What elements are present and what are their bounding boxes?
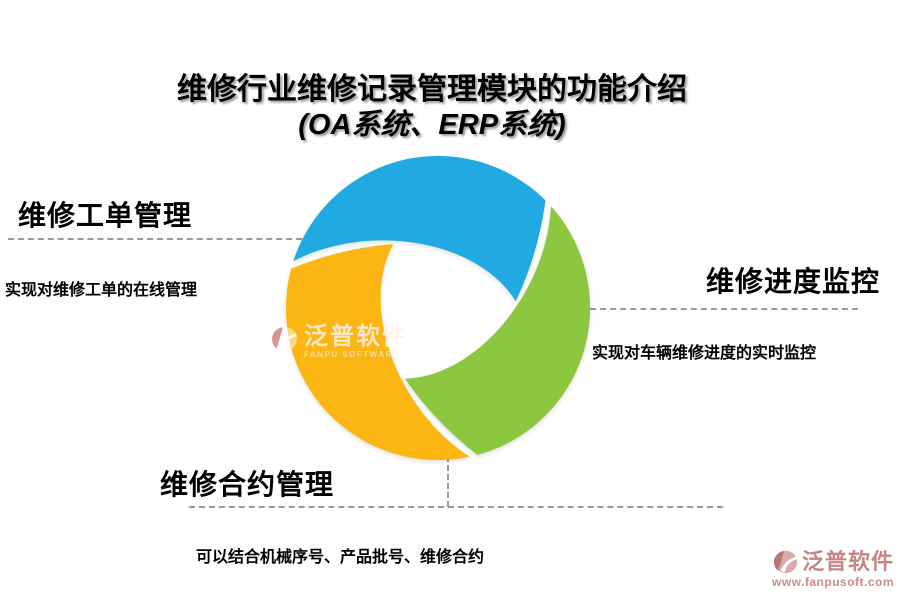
fanpu-brand-text: 泛普软件 <box>802 549 895 574</box>
footer-logo-row: 泛普软件 <box>772 548 897 576</box>
page-title-line2: (OA系统、ERP系统) <box>298 109 566 141</box>
center-watermark: 泛普软件 FANPU SOFTWARE <box>270 324 408 360</box>
center-watermark-brand: 泛普软件 <box>304 323 408 350</box>
description-progress: 实现对车辆维修进度的实时监控 <box>592 345 817 362</box>
connector-line-progress <box>590 308 858 310</box>
fanpu-logo-icon <box>272 327 297 351</box>
connector-line-contract-vertical <box>447 456 449 507</box>
footer-logo: 泛普软件 www.fanpusoft.com <box>772 548 897 589</box>
connector-line-contract <box>189 506 723 508</box>
connector-line-work-order <box>8 238 312 240</box>
label-work-order: 维修工单管理 <box>18 200 193 231</box>
label-contract: 维修合约管理 <box>160 469 335 500</box>
center-watermark-texts: 泛普软件 FANPU SOFTWARE <box>304 324 408 360</box>
page-title: 维修行业维修记录管理模块的功能介绍 (OA系统、ERP系统) <box>0 72 882 142</box>
swirl-diagram <box>282 155 594 464</box>
description-contract: 可以结合机械序号、产品批号、维修合约 <box>196 549 485 566</box>
description-work-order: 实现对维修工单的在线管理 <box>5 282 198 299</box>
fanpu-logo-icon <box>773 550 798 574</box>
page-title-line1: 维修行业维修记录管理模块的功能介绍 <box>177 73 687 106</box>
center-watermark-subtitle: FANPU SOFTWARE <box>304 350 400 359</box>
label-progress: 维修进度监控 <box>705 266 880 297</box>
fanpu-url-text: www.fanpusoft.com <box>772 575 895 589</box>
